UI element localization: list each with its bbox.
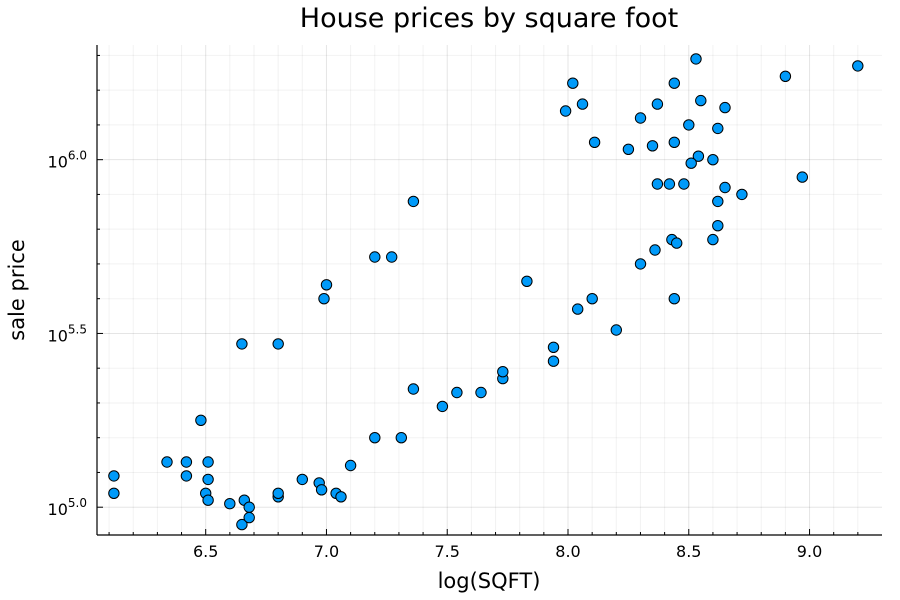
data-point: [719, 181, 731, 194]
data-point: [296, 473, 308, 486]
data-points: [108, 53, 864, 531]
data-point: [610, 324, 622, 336]
data-point: [547, 341, 560, 353]
x-tick-label: 7.5: [435, 542, 460, 561]
data-point: [224, 498, 236, 510]
data-point: [202, 473, 214, 486]
x-tick-label: 8.0: [555, 542, 580, 561]
data-point: [668, 77, 680, 89]
data-point: [588, 136, 601, 149]
data-point: [180, 470, 193, 482]
x-tick-label: 8.5: [676, 542, 701, 561]
data-point: [451, 386, 463, 399]
x-tick-label: 7.0: [314, 542, 339, 561]
grid: [97, 45, 882, 535]
data-point: [335, 491, 347, 503]
data-point: [108, 470, 120, 482]
y-axis-label: sale price: [5, 239, 29, 341]
data-point: [344, 459, 357, 472]
data-point: [180, 456, 193, 468]
data-point: [572, 303, 584, 315]
data-point: [671, 237, 683, 249]
data-point: [707, 233, 719, 246]
data-point: [586, 293, 598, 305]
y-tick-label: 106.0: [48, 149, 87, 172]
data-point: [315, 484, 328, 496]
data-point: [475, 386, 487, 399]
data-point: [712, 220, 724, 232]
data-point: [161, 456, 173, 468]
data-point: [320, 279, 333, 291]
data-point: [712, 122, 724, 135]
data-point: [559, 105, 572, 117]
data-point: [576, 98, 589, 110]
data-point: [663, 178, 676, 190]
data-point: [386, 251, 398, 263]
data-point: [436, 400, 449, 413]
x-tick-label: 6.5: [193, 542, 218, 561]
data-point: [272, 487, 284, 499]
data-point: [369, 251, 381, 263]
x-axis-label: log(SQFT): [438, 569, 541, 593]
data-point: [202, 494, 214, 506]
axes: [96, 45, 882, 536]
data-point: [796, 171, 808, 183]
data-point: [649, 244, 661, 256]
data-point: [407, 195, 420, 208]
data-point: [243, 501, 255, 513]
data-point: [202, 456, 214, 468]
data-point: [690, 53, 702, 65]
data-point: [779, 70, 792, 83]
data-point: [678, 178, 690, 190]
data-point: [651, 178, 664, 190]
data-point: [369, 432, 381, 444]
data-point: [736, 188, 748, 201]
data-point: [707, 154, 719, 166]
data-point: [318, 293, 330, 305]
data-point: [195, 414, 207, 426]
data-point: [719, 101, 731, 114]
data-point: [236, 518, 248, 531]
data-point: [243, 511, 255, 524]
data-point: [395, 432, 407, 444]
y-tick-label: 105.0: [48, 496, 87, 519]
x-tick-label: 9.0: [797, 542, 822, 561]
data-point: [108, 487, 120, 499]
data-point: [634, 112, 647, 124]
y-tick-label: 105.5: [48, 322, 87, 345]
data-point: [497, 366, 509, 378]
data-point: [634, 258, 647, 270]
data-point: [852, 60, 864, 72]
data-point: [683, 119, 695, 131]
data-point: [695, 94, 707, 107]
data-point: [668, 293, 680, 305]
chart-title: House prices by square foot: [300, 3, 678, 34]
data-point: [272, 338, 284, 350]
data-point: [685, 157, 697, 169]
data-point: [521, 275, 533, 287]
data-point: [547, 355, 560, 367]
data-point: [692, 150, 705, 162]
tick-labels: 6.5 7.0 7.5 8.0 8.5 9.0 105.0 105.5 106.0: [48, 149, 823, 561]
data-point: [712, 195, 724, 208]
data-point: [651, 98, 664, 110]
data-point: [567, 77, 579, 89]
data-point: [668, 136, 680, 149]
data-point: [236, 338, 248, 350]
data-point: [622, 143, 635, 156]
data-point: [646, 140, 659, 152]
data-point: [407, 383, 420, 395]
ticks: [97, 54, 859, 535]
